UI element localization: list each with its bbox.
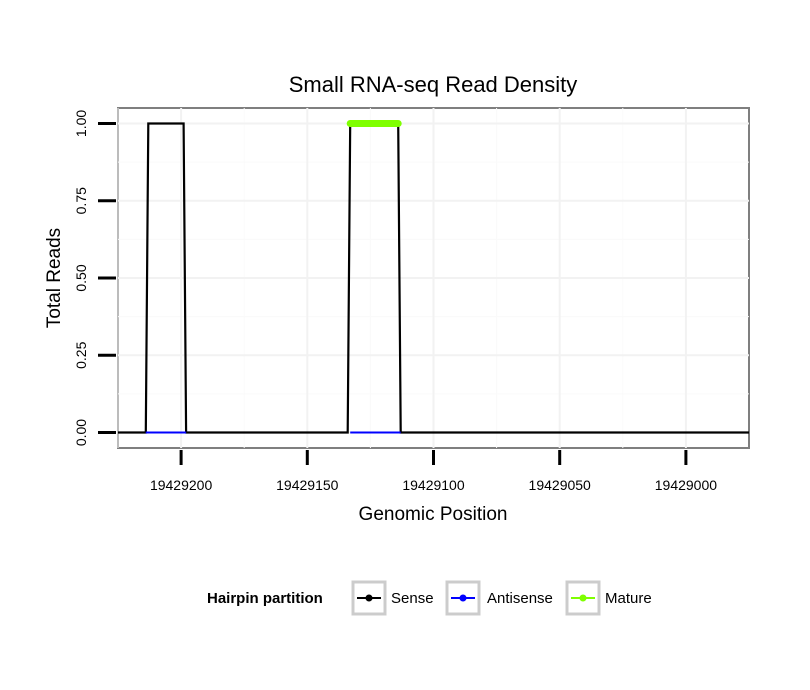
x-axis-title: Genomic Position — [359, 504, 508, 525]
y-tick-label: 1.00 — [73, 110, 89, 137]
x-tick-label: 19429150 — [276, 477, 339, 493]
y-tick-label: 0.25 — [73, 341, 89, 368]
data-series — [118, 120, 749, 434]
y-tick-label: 0.00 — [73, 419, 89, 446]
legend-label: Antisense — [487, 590, 553, 607]
x-tick-label: 19429000 — [655, 477, 718, 493]
x-tick-label: 19429100 — [402, 477, 465, 493]
legend-label: Mature — [605, 590, 652, 607]
legend: Hairpin partition Sense Antisense Mature — [207, 580, 652, 616]
legend-title: Hairpin partition — [207, 590, 323, 607]
y-axis-title: Total Reads — [44, 228, 65, 328]
chart-title: Small RNA-seq Read Density — [289, 72, 578, 97]
legend-key-point — [365, 594, 373, 602]
legend-item-mature: Mature — [565, 580, 652, 616]
y-tick-label: 0.75 — [73, 187, 89, 214]
x-tick-label: 19429050 — [529, 477, 592, 493]
y-tick-label: 0.50 — [73, 264, 89, 291]
legend-item-sense: Sense — [351, 580, 434, 616]
legend-item-antisense: Antisense — [445, 580, 553, 616]
legend-key-point — [579, 594, 587, 602]
series-sense-line — [118, 122, 749, 434]
gridlines — [117, 108, 749, 448]
legend-items: Sense Antisense Mature — [351, 580, 652, 616]
x-tick-label: 19429200 — [150, 477, 213, 493]
x-axis: 19429200 19429150 19429100 19429050 19429000 — [150, 450, 717, 493]
legend-key-point — [459, 594, 467, 602]
y-axis: 0.00 0.25 0.50 0.75 1.00 — [73, 110, 116, 446]
legend-label: Sense — [391, 590, 434, 607]
